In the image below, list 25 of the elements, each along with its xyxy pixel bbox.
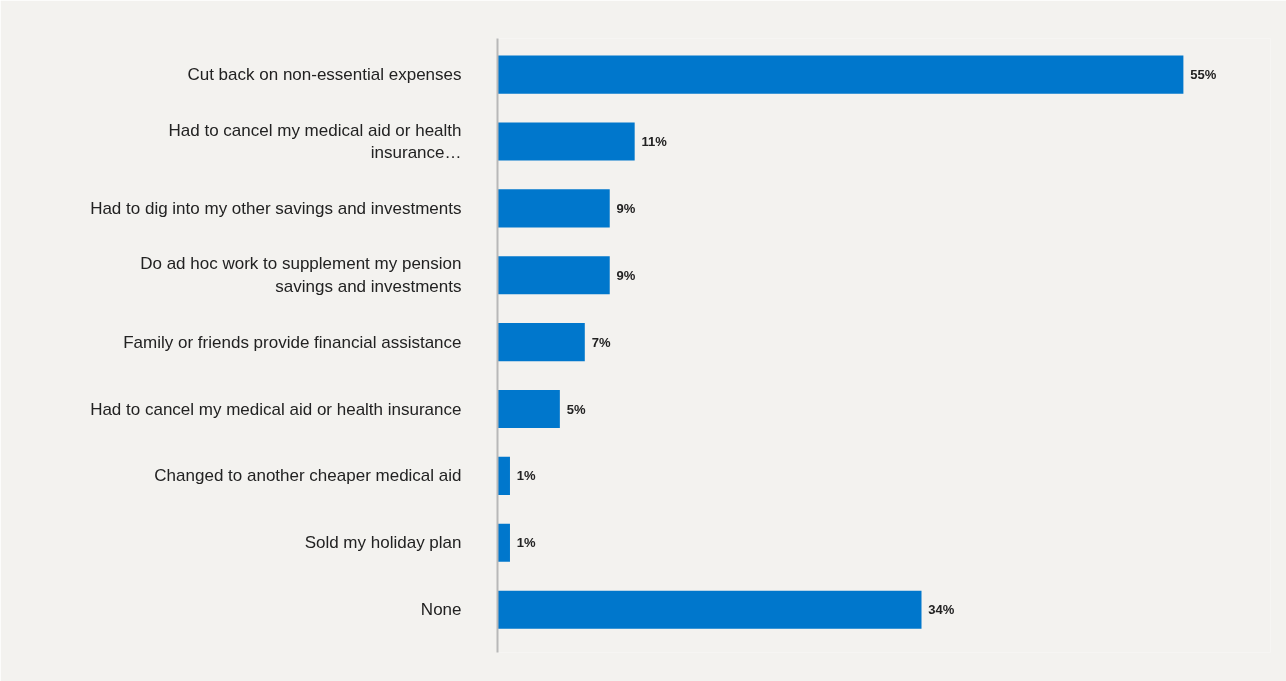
bar [497,256,610,295]
data-label: 1% [516,535,537,551]
y-tick-label: Changed to another cheaper medical aid [154,466,462,486]
data-label: 1% [516,468,537,484]
bar [497,389,560,429]
data-label: 34% [928,602,955,618]
bar [497,590,922,629]
y-tick-label: None [420,600,462,620]
bar [497,323,585,362]
y-tick-label: Had to cancel my medical aid or health insurance [90,399,462,419]
y-tick-label: Cut back on non-essential expenses [187,65,462,85]
bar [497,55,1184,94]
y-tick-label: Sold my holiday plan [304,533,462,553]
y-tick-label: Do ad hoc work to supplement my pension savings and investments [140,254,462,297]
y-tick-label: Family or friends provide financial assistance [123,332,462,352]
data-label: 7% [591,334,611,350]
data-label: 11% [641,134,668,149]
y-tick-label: Had to dig into my other savings and investments [90,198,462,218]
data-label: 55% [1190,67,1217,83]
data-label: 9% [616,200,636,216]
data-label: 5% [566,401,586,417]
bar [497,189,610,228]
data-label: 9% [616,267,636,283]
bar [497,122,635,161]
y-tick-label: Had to cancel my medical aid or health insurance… [168,120,462,163]
